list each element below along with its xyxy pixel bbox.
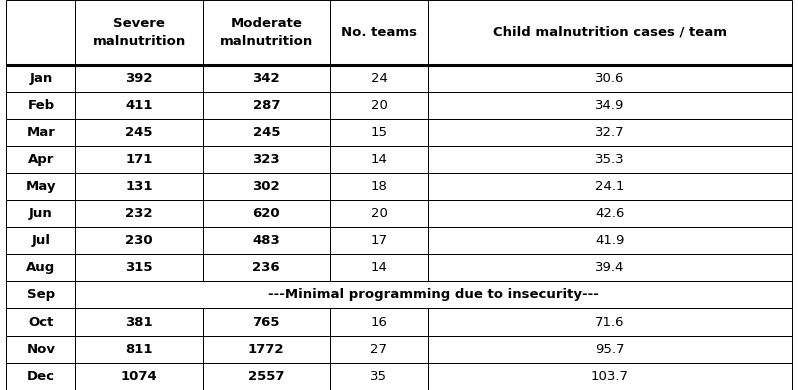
Text: 103.7: 103.7 [591,370,629,383]
Text: 811: 811 [125,343,153,356]
Text: 1074: 1074 [120,370,157,383]
Text: Severe
malnutrition: Severe malnutrition [93,17,186,48]
Text: Jun: Jun [29,207,53,220]
Text: 287: 287 [252,99,280,112]
Text: Nov: Nov [26,343,55,356]
Text: 245: 245 [125,126,153,139]
Text: 342: 342 [252,72,280,85]
Text: Oct: Oct [28,316,53,328]
Text: 620: 620 [252,207,280,220]
Text: 483: 483 [252,234,280,247]
Text: Aug: Aug [26,261,56,274]
Text: ---Minimal programming due to insecurity---: ---Minimal programming due to insecurity… [268,289,599,301]
Text: Mar: Mar [26,126,55,139]
Text: 24: 24 [370,72,387,85]
Text: 18: 18 [370,180,387,193]
Text: Dec: Dec [27,370,55,383]
Text: 16: 16 [370,316,387,328]
Text: 35.3: 35.3 [595,153,625,166]
Text: 315: 315 [125,261,153,274]
Text: 42.6: 42.6 [595,207,625,220]
Text: No. teams: No. teams [341,26,417,39]
Text: 411: 411 [125,99,153,112]
Text: 2557: 2557 [248,370,285,383]
Text: 245: 245 [252,126,280,139]
Text: 392: 392 [125,72,153,85]
Text: Child malnutrition cases / team: Child malnutrition cases / team [493,26,727,39]
Text: 323: 323 [252,153,280,166]
Text: 39.4: 39.4 [595,261,625,274]
Text: Sep: Sep [27,289,55,301]
Text: 1772: 1772 [248,343,285,356]
Text: 302: 302 [252,180,280,193]
Text: 171: 171 [125,153,152,166]
Text: 32.7: 32.7 [595,126,625,139]
Text: Moderate
malnutrition: Moderate malnutrition [219,17,313,48]
Text: 17: 17 [370,234,388,247]
Text: Jul: Jul [31,234,50,247]
Text: 14: 14 [370,261,387,274]
Text: 14: 14 [370,153,387,166]
Text: 20: 20 [370,207,387,220]
Text: 27: 27 [370,343,388,356]
Text: 230: 230 [125,234,153,247]
Text: 765: 765 [252,316,280,328]
Text: 95.7: 95.7 [595,343,625,356]
Text: 232: 232 [125,207,153,220]
Text: 24.1: 24.1 [595,180,625,193]
Text: May: May [26,180,56,193]
Text: 41.9: 41.9 [595,234,625,247]
Text: 236: 236 [252,261,280,274]
Text: 15: 15 [370,126,388,139]
Text: 35: 35 [370,370,388,383]
Text: Apr: Apr [28,153,54,166]
Text: 20: 20 [370,99,387,112]
Text: 30.6: 30.6 [595,72,625,85]
Text: Jan: Jan [30,72,53,85]
Text: 34.9: 34.9 [595,99,625,112]
Text: 381: 381 [125,316,153,328]
Text: 71.6: 71.6 [595,316,625,328]
Text: 131: 131 [125,180,153,193]
Text: Feb: Feb [27,99,54,112]
